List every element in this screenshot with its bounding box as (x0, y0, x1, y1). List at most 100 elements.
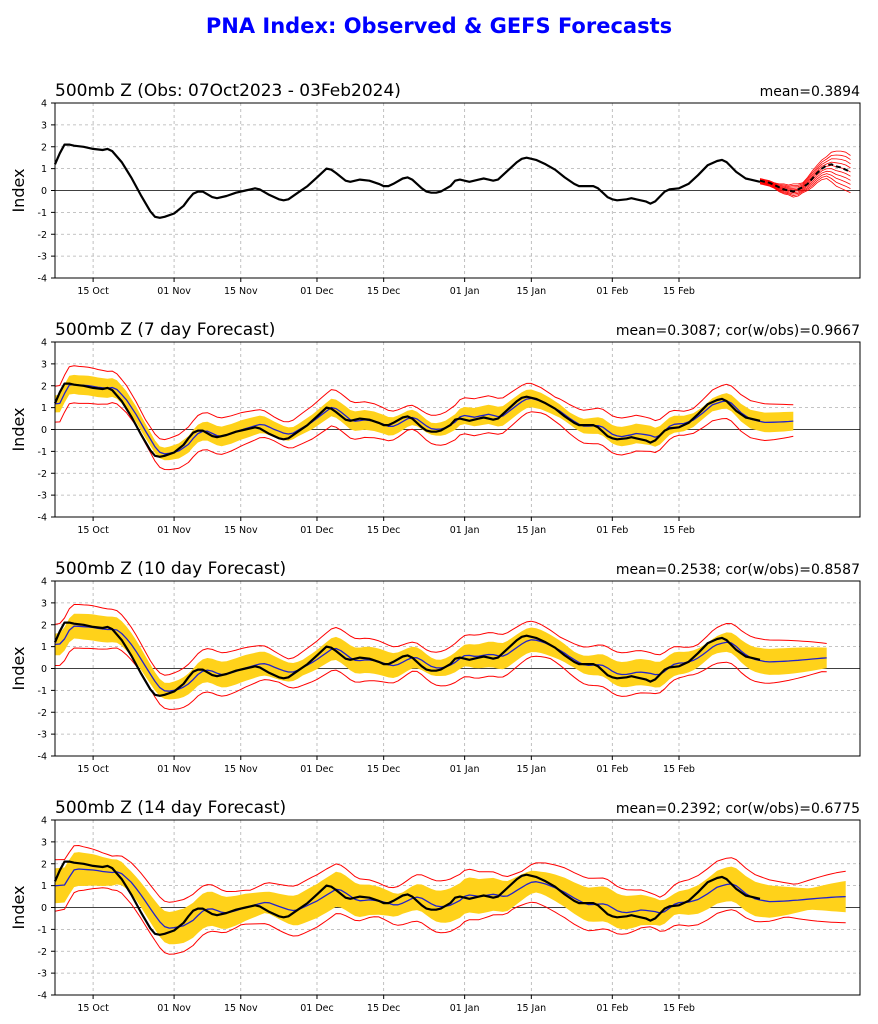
x-tick-label: 01 Nov (157, 525, 191, 536)
observed-line (53, 621, 761, 697)
x-tick-label: 15 Oct (77, 525, 109, 536)
y-tick-label: 4 (41, 577, 47, 588)
y-tick-label: 3 (41, 359, 47, 370)
x-tick-label: 15 Oct (77, 764, 109, 775)
member-max-line (54, 845, 846, 903)
x-tick-label: 15 Feb (663, 1003, 695, 1014)
y-tick-label: 4 (41, 99, 47, 110)
x-tick-label: 15 Nov (224, 286, 258, 297)
chart-panel-4: -4 -3 -2 -1 0 1 2 3 4 15 Oct 01 Nov 15 Nov 01 Dec 15 … (9, 798, 861, 1014)
observed-line (53, 382, 761, 458)
y-tick-label: -2 (38, 708, 47, 719)
y-tick-label: -2 (38, 230, 47, 241)
ensemble-member-line (759, 161, 851, 189)
x-tick-label: 01 Dec (300, 1003, 334, 1014)
x-tick-label: 01 Feb (596, 286, 628, 297)
ensemble-member-line (759, 170, 851, 194)
panel-stats: mean=0.2392; cor(w/obs)=0.6775 (616, 801, 860, 817)
panel-title: 500mb Z (Obs: 07Oct2023 - 03Feb2024) (55, 81, 401, 101)
y-tick-label: 3 (41, 837, 47, 848)
y-tick-label: -1 (38, 208, 47, 219)
x-tick-label: 15 Nov (224, 764, 258, 775)
x-tick-label: 15 Oct (77, 1003, 109, 1014)
spread-band (55, 613, 827, 700)
y-tick-label: -1 (38, 925, 47, 936)
y-axis-label: Index (9, 646, 28, 690)
y-tick-label: 0 (41, 664, 47, 675)
y-axis-label: Index (9, 885, 28, 929)
y-tick-label: -3 (38, 491, 47, 502)
x-tick-label: 01 Nov (157, 286, 191, 297)
panel-title: 500mb Z (10 day Forecast) (55, 559, 286, 579)
page-title: PNA Index: Observed & GEFS Forecasts (205, 14, 673, 38)
x-tick-label: 01 Jan (450, 1003, 480, 1014)
member-max-line (54, 604, 827, 676)
chart-panel-2: -4 -3 -2 -1 0 1 2 3 4 15 Oct 01 Nov 15 Nov 01 Dec 15 … (9, 320, 861, 536)
x-tick-label: 15 Dec (367, 525, 401, 536)
panel-stats: mean=0.2538; cor(w/obs)=0.8587 (616, 562, 860, 578)
x-tick-label: 01 Feb (596, 525, 628, 536)
x-tick-label: 15 Feb (663, 764, 695, 775)
y-tick-label: -4 (38, 991, 47, 1002)
member-min-line (54, 402, 794, 471)
y-tick-label: 4 (41, 816, 47, 827)
ensemble-mean-line (54, 625, 827, 692)
y-tick-label: -4 (38, 752, 47, 763)
y-tick-label: 0 (41, 425, 47, 436)
member-min-line (54, 887, 846, 955)
y-tick-label: 0 (41, 903, 47, 914)
x-tick-label: 15 Jan (516, 286, 546, 297)
ensemble-member-line (759, 175, 851, 196)
y-tick-label: 2 (41, 381, 47, 392)
y-tick-label: -4 (38, 274, 47, 285)
x-tick-label: 15 Nov (224, 1003, 258, 1014)
x-tick-label: 15 Dec (367, 764, 401, 775)
observed-line (53, 143, 761, 219)
ensemble-member-line (759, 158, 851, 188)
y-tick-label: -2 (38, 947, 47, 958)
x-tick-label: 15 Nov (224, 525, 258, 536)
chart-panel-3: -4 -3 -2 -1 0 1 2 3 4 15 Oct 01 Nov 15 Nov 01 Dec 15 … (9, 559, 861, 775)
ensemble-member-line (759, 178, 851, 198)
panel-stats: mean=0.3087; cor(w/obs)=0.9667 (616, 323, 860, 339)
y-tick-label: 1 (41, 403, 47, 414)
x-tick-label: 15 Jan (516, 1003, 546, 1014)
chart-panel-1: -4 -3 -2 -1 0 1 2 3 4 15 Oct 01 Nov 15 Nov 01 Dec 15 … (9, 81, 861, 297)
y-tick-label: 1 (41, 881, 47, 892)
x-tick-label: 15 Jan (516, 525, 546, 536)
spread-band (55, 374, 794, 461)
y-axis-label: Index (9, 168, 28, 212)
x-tick-label: 15 Feb (663, 286, 695, 297)
y-tick-label: -3 (38, 252, 47, 263)
x-tick-label: 01 Jan (450, 764, 480, 775)
y-tick-label: -2 (38, 469, 47, 480)
ensemble-member-line (759, 150, 851, 186)
y-tick-label: -4 (38, 513, 47, 524)
x-tick-label: 01 Dec (300, 286, 334, 297)
spread-band (55, 852, 846, 945)
member-min-line (54, 647, 827, 710)
y-tick-label: 3 (41, 120, 47, 131)
y-tick-label: 4 (41, 338, 47, 349)
x-tick-label: 01 Jan (450, 525, 480, 536)
forecast-mean-line (759, 163, 851, 193)
y-tick-label: 1 (41, 164, 47, 175)
member-max-line (54, 365, 794, 441)
x-tick-label: 01 Dec (300, 525, 334, 536)
ensemble-member-line (759, 154, 851, 187)
panel-title: 500mb Z (7 day Forecast) (55, 320, 275, 340)
y-tick-label: 1 (41, 642, 47, 653)
x-tick-label: 15 Feb (663, 525, 695, 536)
x-tick-label: 01 Nov (157, 1003, 191, 1014)
x-tick-label: 01 Dec (300, 764, 334, 775)
y-tick-label: -1 (38, 447, 47, 458)
x-tick-label: 01 Feb (596, 764, 628, 775)
y-tick-label: 2 (41, 142, 47, 153)
observed-line (53, 860, 761, 936)
ensemble-mean-line (54, 383, 794, 455)
y-tick-label: -3 (38, 969, 47, 980)
ensemble-mean-line (54, 868, 846, 929)
y-tick-label: 2 (41, 620, 47, 631)
y-axis-label: Index (9, 407, 28, 451)
